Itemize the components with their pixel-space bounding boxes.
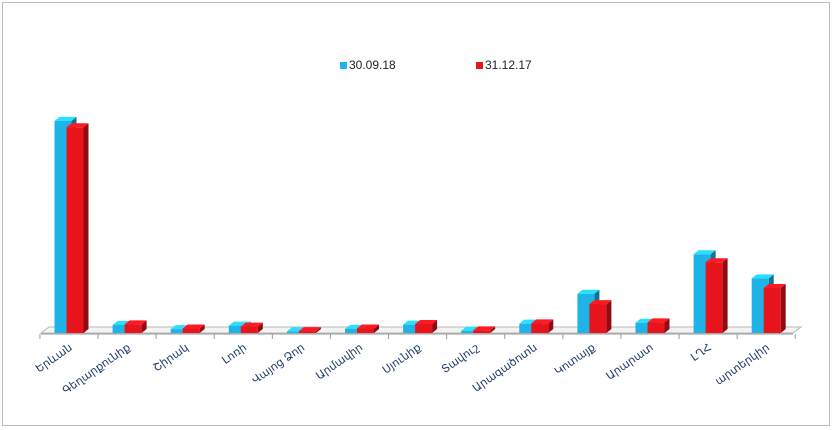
legend-label: 30.09.18 bbox=[349, 58, 396, 72]
bar-front-face bbox=[403, 324, 421, 333]
bar-front-face bbox=[519, 323, 537, 333]
bar-top-face bbox=[705, 258, 728, 263]
bar-side-face bbox=[490, 326, 496, 333]
bar-front-face bbox=[66, 127, 84, 334]
bar-top-face bbox=[577, 289, 600, 294]
bar-top-face bbox=[415, 320, 438, 324]
bar-side-face bbox=[374, 324, 379, 333]
bar-top-face bbox=[589, 300, 612, 305]
bar-top-face bbox=[240, 322, 263, 327]
bar-series-2-1 bbox=[124, 320, 147, 333]
legend-label: 31.12.17 bbox=[485, 58, 532, 72]
bar-front-face bbox=[240, 326, 258, 333]
category-label: ԼՂՀ bbox=[689, 342, 714, 365]
bar-front-face bbox=[705, 262, 723, 333]
bar-top-face bbox=[124, 320, 147, 325]
bar-series-2-8 bbox=[531, 319, 554, 333]
bar-series-2-11 bbox=[705, 258, 728, 333]
bar-series-2-2 bbox=[182, 324, 205, 333]
bar-side-face bbox=[548, 319, 554, 333]
category-label: Կոտայք bbox=[553, 342, 598, 378]
bar-top-face bbox=[357, 324, 379, 329]
category-label: Երևան bbox=[34, 342, 75, 376]
category-label: Լոռի bbox=[220, 342, 249, 367]
bar-top-face bbox=[647, 318, 670, 323]
bar-series-2-9 bbox=[589, 300, 612, 333]
bar-front-face bbox=[415, 324, 433, 333]
bar-side-face bbox=[780, 284, 786, 333]
bar-front-face bbox=[182, 328, 200, 333]
bar-front-face bbox=[461, 330, 479, 333]
bar-front-face bbox=[647, 322, 665, 333]
bar-top-face bbox=[54, 116, 77, 121]
bar-front-face bbox=[298, 331, 316, 333]
bar-front-face bbox=[228, 325, 246, 333]
bar-front-face bbox=[112, 324, 130, 333]
legend-swatch bbox=[340, 62, 347, 69]
bar-side-face bbox=[141, 320, 147, 333]
category-label: Վայոց Ձոր bbox=[250, 342, 307, 387]
bar-top-face bbox=[182, 324, 205, 329]
bar-front-face bbox=[473, 330, 491, 333]
bar-front-face bbox=[357, 328, 374, 333]
bar-top-face bbox=[66, 123, 89, 128]
bar-top-face bbox=[531, 319, 554, 324]
bar-series-2-12 bbox=[763, 284, 786, 333]
category-label: Սյունիք bbox=[381, 342, 424, 377]
bar-side-face bbox=[722, 258, 728, 333]
chart-frame: 30.09.18 31.12.17 Երևան Գեղարքունիք Շիրակ Լո… bbox=[2, 2, 830, 426]
bar-side-face bbox=[315, 327, 321, 333]
bar-top-face bbox=[473, 326, 496, 331]
legend-swatch bbox=[476, 62, 483, 69]
bar-front-face bbox=[635, 322, 653, 333]
bar-side-face bbox=[83, 123, 89, 334]
bar-side-face bbox=[664, 318, 670, 333]
bar-side-face bbox=[199, 324, 205, 333]
bar-side-face bbox=[606, 300, 612, 333]
bar-front-face bbox=[345, 328, 362, 333]
category-label: Արմավիր bbox=[314, 342, 365, 383]
bar-front-face bbox=[531, 323, 549, 333]
category-label: Արարատ bbox=[604, 342, 656, 383]
bar-top-face bbox=[693, 250, 716, 255]
bar-front-face bbox=[763, 288, 781, 333]
bar-side-face bbox=[257, 322, 263, 333]
bar-top-face bbox=[763, 284, 786, 288]
legend: 30.09.18 31.12.17 bbox=[340, 58, 532, 72]
bar-series-2-6 bbox=[415, 320, 438, 333]
bars bbox=[54, 116, 786, 334]
bar-top-face bbox=[298, 327, 321, 332]
category-label: Արագածոտն bbox=[471, 342, 540, 395]
category-label: արտերկիր bbox=[713, 342, 772, 388]
bar-front-face bbox=[124, 324, 142, 333]
bar-front-face bbox=[286, 331, 304, 333]
category-label: Շիրակ bbox=[151, 342, 191, 375]
category-label: Տավուշ bbox=[440, 342, 482, 376]
bar-series-2-7 bbox=[473, 326, 496, 333]
bar-front-face bbox=[170, 329, 188, 333]
bar-front-face bbox=[589, 304, 607, 333]
bar-series-2-10 bbox=[647, 318, 670, 333]
bar-top-face bbox=[751, 274, 774, 279]
bar-series-2-5 bbox=[357, 324, 379, 333]
bar-side-face bbox=[432, 320, 438, 333]
bar-series-2-4 bbox=[298, 327, 321, 333]
bar-series-2-0 bbox=[66, 123, 89, 334]
bar-series-2-3 bbox=[240, 322, 263, 333]
